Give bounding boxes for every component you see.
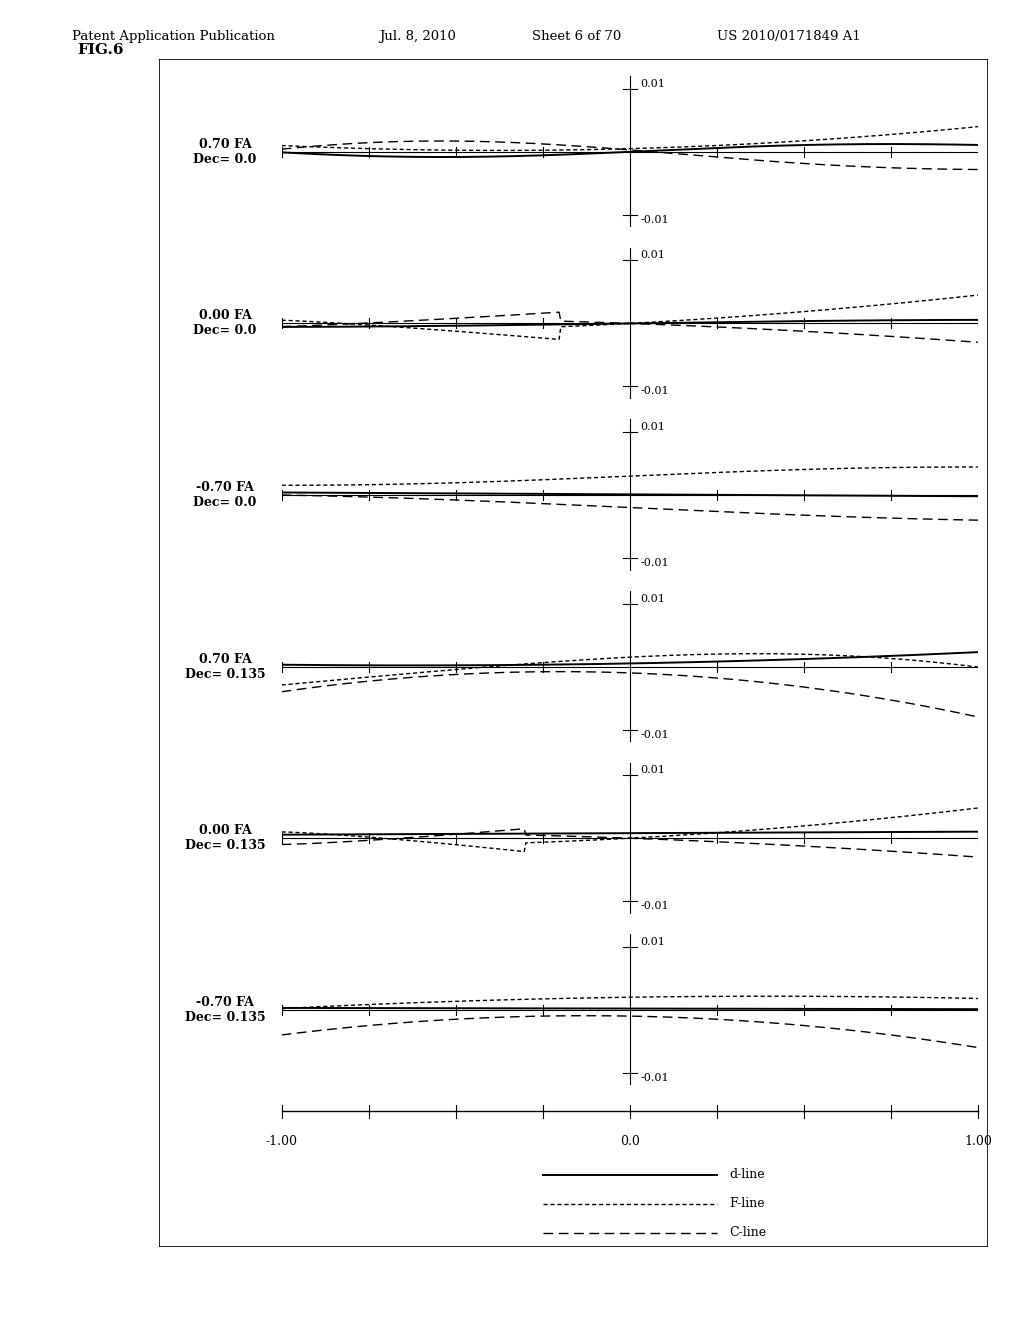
Text: 0.01: 0.01 [640,937,665,946]
Text: -0.70 FA
Dec= 0.0: -0.70 FA Dec= 0.0 [194,480,257,510]
Text: US 2010/0171849 A1: US 2010/0171849 A1 [717,30,860,44]
Text: FIG.6: FIG.6 [77,42,123,57]
Text: 0.0: 0.0 [620,1135,640,1148]
Text: 1.00: 1.00 [964,1135,992,1148]
Text: 0.01: 0.01 [640,594,665,603]
Text: 0.70 FA
Dec= 0.135: 0.70 FA Dec= 0.135 [184,652,265,681]
Text: -1.00: -1.00 [265,1135,298,1148]
Text: -0.01: -0.01 [640,215,669,224]
Text: -0.70 FA
Dec= 0.135: -0.70 FA Dec= 0.135 [184,995,265,1024]
Text: d-line: d-line [729,1168,765,1181]
Text: C-line: C-line [729,1226,766,1239]
Text: Patent Application Publication: Patent Application Publication [72,30,274,44]
Text: 0.01: 0.01 [640,766,665,775]
Text: 0.01: 0.01 [640,79,665,88]
Text: -0.01: -0.01 [640,730,669,739]
Text: 0.01: 0.01 [640,422,665,432]
Text: -0.01: -0.01 [640,1073,669,1082]
Text: -0.01: -0.01 [640,387,669,396]
Text: F-line: F-line [729,1197,765,1210]
Text: -0.01: -0.01 [640,902,669,911]
Text: Sheet 6 of 70: Sheet 6 of 70 [532,30,622,44]
Text: -0.01: -0.01 [640,558,669,568]
Text: 0.00 FA
Dec= 0.135: 0.00 FA Dec= 0.135 [184,824,265,853]
Text: 0.01: 0.01 [640,251,665,260]
Text: 0.70 FA
Dec= 0.0: 0.70 FA Dec= 0.0 [194,137,257,166]
Text: 0.00 FA
Dec= 0.0: 0.00 FA Dec= 0.0 [194,309,257,338]
Text: Jul. 8, 2010: Jul. 8, 2010 [379,30,456,44]
